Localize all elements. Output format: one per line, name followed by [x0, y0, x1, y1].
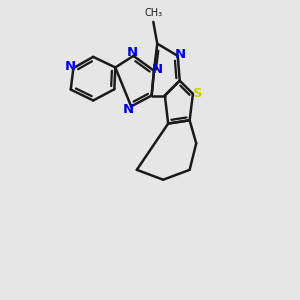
Text: S: S [193, 87, 202, 101]
Text: N: N [123, 103, 134, 116]
Text: N: N [152, 63, 163, 76]
Text: N: N [126, 46, 138, 59]
Text: N: N [175, 48, 186, 61]
Text: CH₃: CH₃ [144, 8, 162, 18]
Text: N: N [65, 60, 76, 73]
